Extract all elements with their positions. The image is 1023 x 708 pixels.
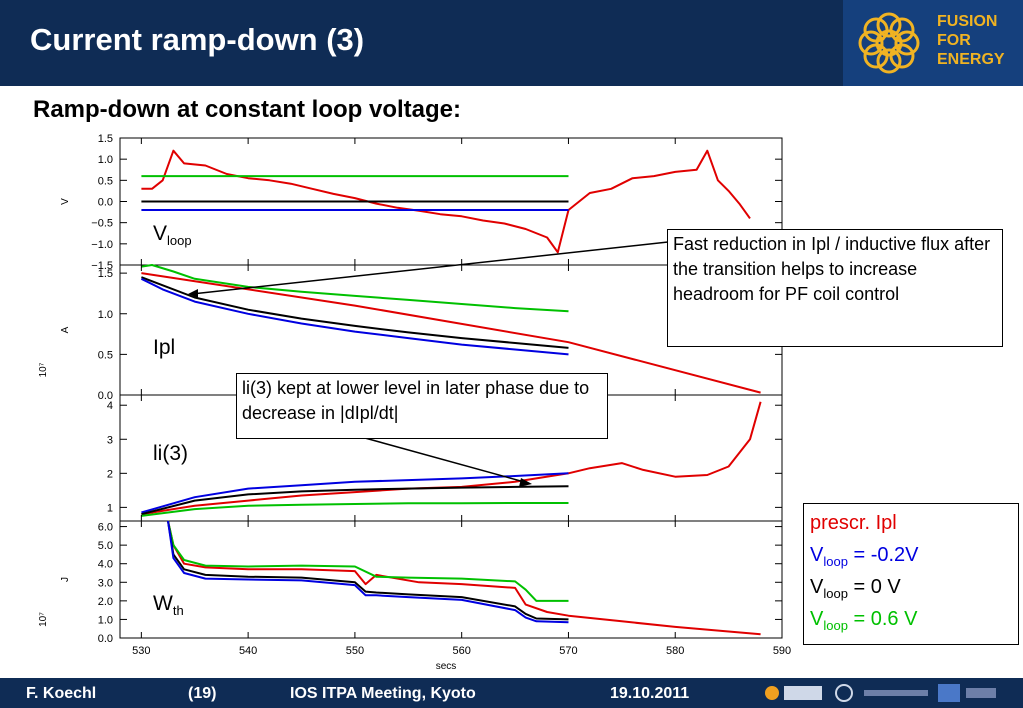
- y-axis-label: A: [60, 326, 71, 333]
- slide-header: Current ramp-down (3) FUSION FOR: [0, 0, 1023, 86]
- y-tick-label: 0.5: [98, 349, 113, 361]
- panel-label-subscript: th: [173, 603, 184, 618]
- partner-logo-icon: [784, 686, 822, 700]
- series-line-red: [167, 520, 761, 636]
- y-tick-label: −1.5: [91, 260, 113, 272]
- fusion-for-energy-logo: [843, 0, 1023, 86]
- y-tick-label: −1.0: [91, 239, 113, 251]
- y-tick-label: 2.0: [98, 596, 113, 608]
- y-tick-label: 1.0: [98, 614, 113, 626]
- x-tick-label: 530: [132, 645, 150, 657]
- series-line-blue: [140, 277, 569, 356]
- arrowhead-icon: [188, 289, 198, 298]
- callout-li3-level: li(3) kept at lower level in later phase…: [236, 373, 608, 439]
- legend-value: = 0 V: [847, 576, 901, 598]
- x-tick-label: 560: [452, 645, 470, 657]
- y-tick-label: 6.0: [98, 522, 113, 534]
- y-tick-label: 2: [107, 468, 113, 480]
- legend-entry-vloop-minus: Vloop = -0.2V: [810, 544, 919, 569]
- x-tick-label: 590: [773, 645, 791, 657]
- legend-text: prescr. Ipl: [810, 512, 897, 534]
- panel-label-wth: Wth: [153, 592, 184, 618]
- ramp-down-chart: 1.5 1.0 0.5 0.0 −0.5 −1.0 −1.5 V Vloop 1.5 1.0 0.5 0…: [38, 133, 791, 672]
- x-tick-label: 570: [559, 645, 577, 657]
- y-tick-label: 5.0: [98, 540, 113, 552]
- y-axis-exponent: 10⁷: [38, 612, 49, 627]
- x-tick-label: 540: [239, 645, 257, 657]
- logo-wordmark: FUSION FOR ENERGY: [937, 12, 1005, 69]
- footer-author: F. Koechl: [26, 685, 97, 702]
- panel-label-vloop: Vloop: [153, 222, 192, 248]
- y-tick-label: 1.5: [98, 268, 113, 280]
- y-tick-label: 3.0: [98, 577, 113, 589]
- y-tick-label: 0.0: [98, 197, 113, 209]
- legend-entry-prescr-ipl: prescr. Ipl: [810, 512, 897, 535]
- footer-page: (19): [188, 685, 217, 702]
- arrowhead-icon: [519, 478, 532, 487]
- series-line-green: [141, 502, 569, 517]
- legend-text: V: [810, 576, 824, 598]
- slide-footer: F. Koechl (19) IOS ITPA Meeting, Kyoto 1…: [0, 678, 1023, 708]
- legend-value: = -0.2V: [847, 544, 919, 566]
- x-tick-label: 580: [666, 645, 684, 657]
- slide-subtitle: Ramp-down at constant loop voltage:: [33, 96, 462, 123]
- partner-logo-icon: [864, 690, 928, 696]
- y-axis-exponent: 10⁷: [38, 362, 49, 377]
- footer-meeting: IOS ITPA Meeting, Kyoto: [290, 685, 476, 702]
- x-tick-label: 550: [346, 645, 364, 657]
- y-tick-label: 1.0: [98, 154, 113, 166]
- series-line-blue: [141, 472, 569, 514]
- series-line-red: [141, 149, 751, 254]
- legend-sub: loop: [823, 618, 848, 633]
- logo-line-3: ENERGY: [937, 51, 1005, 68]
- slide-title: Current ramp-down (3): [30, 22, 365, 57]
- legend-sub: loop: [823, 554, 848, 569]
- partner-logo-icon: [765, 686, 779, 700]
- y-axis-label: V: [60, 198, 71, 205]
- panel-label-subscript: loop: [167, 233, 192, 248]
- callout-arrow: [191, 241, 669, 295]
- partner-logo-icon: [966, 688, 996, 698]
- legend-text: V: [810, 544, 824, 566]
- series-line-blue: [167, 520, 569, 624]
- y-tick-label: 1: [107, 502, 113, 514]
- y-tick-label: 0.0: [98, 390, 113, 402]
- y-tick-label: 4: [107, 400, 113, 412]
- partner-logo-icon: [938, 684, 960, 702]
- callout-ipl-reduction: Fast reduction in Ipl / inductive flux a…: [667, 229, 1003, 347]
- y-axis-label: J: [60, 577, 71, 582]
- logo-line-1: FUSION: [937, 13, 998, 30]
- logo-line-2: FOR: [937, 32, 971, 49]
- series-line-green: [167, 520, 569, 602]
- x-axis-label: secs: [436, 661, 457, 672]
- legend-text: V: [810, 608, 824, 630]
- footer-date: 19.10.2011: [610, 685, 690, 702]
- legend: prescr. Ipl Vloop = -0.2V Vloop = 0 V Vl…: [803, 503, 1019, 645]
- legend-entry-vloop-plus: Vloop = 0.6 V: [810, 608, 917, 633]
- legend-sub: loop: [823, 586, 848, 601]
- series-line-black: [141, 276, 569, 349]
- series-line-red: [141, 272, 761, 394]
- panel-label-ipl: Ipl: [153, 336, 175, 359]
- callout-arrow: [364, 437, 529, 484]
- sun-emblem-icon: [858, 12, 920, 74]
- series-line-green: [141, 264, 569, 313]
- y-tick-label: 0.5: [98, 175, 113, 187]
- legend-entry-vloop-zero: Vloop = 0 V: [810, 576, 901, 601]
- panel-frame: [119, 520, 783, 639]
- y-tick-label: 0.0: [98, 633, 113, 645]
- legend-value: = 0.6 V: [847, 608, 918, 630]
- series-line-black: [141, 485, 569, 516]
- y-tick-label: 4.0: [98, 559, 113, 571]
- partner-logos: [765, 684, 996, 702]
- partner-logo-icon: [835, 684, 853, 702]
- y-tick-label: 3: [107, 434, 113, 446]
- series-line-black: [167, 520, 569, 621]
- y-tick-label: 1.5: [98, 133, 113, 145]
- y-tick-label: 1.0: [98, 309, 113, 321]
- y-tick-label: −0.5: [91, 218, 113, 230]
- panel-label-li3: li(3): [153, 442, 188, 465]
